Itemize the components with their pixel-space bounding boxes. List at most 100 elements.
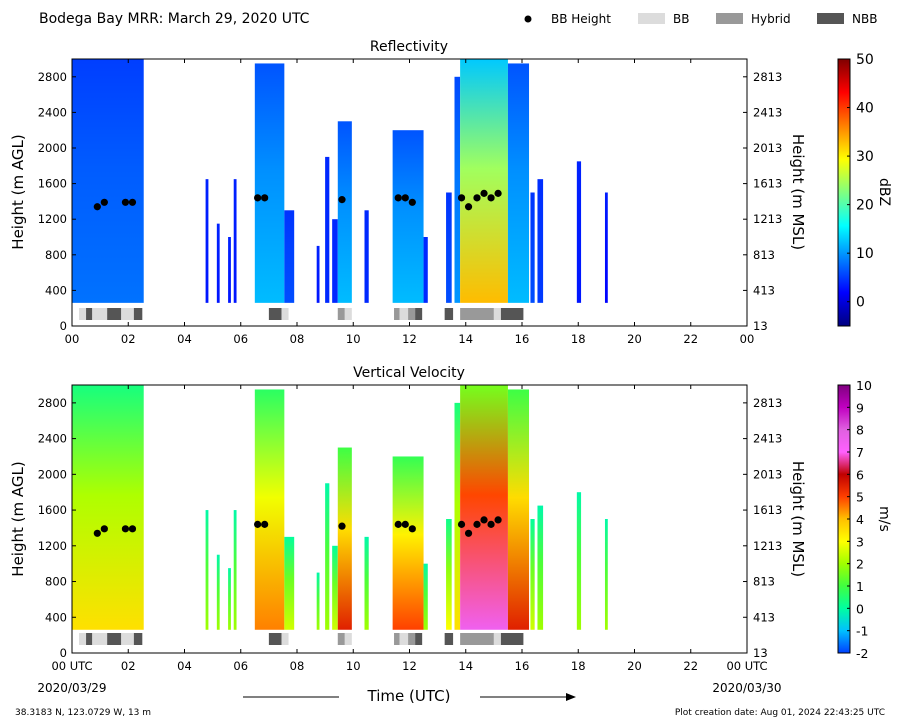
bb-height-point xyxy=(408,525,416,533)
echo-column xyxy=(423,563,428,630)
rain-type-segment xyxy=(444,308,454,320)
echo-column xyxy=(392,456,424,630)
vertical-velocity-echoes xyxy=(72,385,608,630)
rain-type-segment xyxy=(415,633,423,645)
vertical-velocity-bb-height-points xyxy=(93,516,502,537)
bb-height-point xyxy=(480,189,488,197)
bb-height-point xyxy=(93,529,101,537)
echo-column xyxy=(423,237,428,303)
rain-type-segment xyxy=(460,308,494,320)
x-tick-label: 18 xyxy=(571,659,586,673)
colorbar-tick-label: 1 xyxy=(856,579,864,594)
x-tick-label: 04 xyxy=(177,332,192,346)
x-tick-label: 06 xyxy=(233,332,248,346)
echo-column xyxy=(507,63,530,303)
echo-column xyxy=(325,156,330,303)
bb-height-point xyxy=(401,194,409,202)
y-tick-label-right: 413 xyxy=(753,283,775,297)
x-tick-label: 14 xyxy=(458,659,473,673)
legend-bb-label: BB xyxy=(673,12,689,26)
bb-height-point xyxy=(254,194,262,202)
echo-column xyxy=(446,519,452,630)
reflectivity-ylabel: Height (m AGL) xyxy=(9,134,27,249)
colorbar-tick-label: 4 xyxy=(856,512,864,527)
x-tick-label: 00 xyxy=(65,332,80,346)
y-tick-label: 2400 xyxy=(38,105,67,119)
colorbar-tick-label: 40 xyxy=(856,101,874,117)
bb-height-point xyxy=(338,522,346,530)
bb-height-point xyxy=(480,516,488,524)
echo-column xyxy=(254,389,285,630)
bb-height-point xyxy=(473,194,481,202)
rain-type-segment xyxy=(107,633,122,645)
rain-type-segment xyxy=(281,633,289,645)
echo-column xyxy=(325,483,330,630)
rain-type-segment xyxy=(394,308,400,320)
rain-type-segment xyxy=(460,633,494,645)
legend-nbb-swatch xyxy=(817,13,844,24)
y-tick-label-right: 413 xyxy=(753,610,775,624)
rain-type-segment xyxy=(344,633,352,645)
y-tick-label: 800 xyxy=(45,248,67,262)
echo-column xyxy=(537,179,544,303)
x-tick-label: 02 xyxy=(121,659,136,673)
echo-column xyxy=(316,572,320,630)
x-tick-label: 16 xyxy=(515,659,530,673)
y-tick-label-right: 2813 xyxy=(753,70,782,84)
y-tick-label-right: 813 xyxy=(753,248,775,262)
x-tick-label: 22 xyxy=(683,659,698,673)
rain-type-segment xyxy=(268,633,282,645)
vertical-velocity-ylabel-right: Height (m MSL) xyxy=(789,461,807,577)
echo-column xyxy=(233,179,237,303)
y-tick-label-right: 2813 xyxy=(753,396,782,410)
y-tick-label: 2800 xyxy=(38,70,67,84)
rain-type-segment xyxy=(268,308,282,320)
rain-type-segment xyxy=(92,633,108,645)
echo-column xyxy=(507,389,530,630)
bb-height-point xyxy=(464,529,473,537)
legend-nbb-label: NBB xyxy=(852,12,877,26)
echo-column xyxy=(233,510,237,630)
rain-type-segment xyxy=(415,308,423,320)
echo-column xyxy=(205,510,209,630)
reflectivity-panel: Reflectivity 00 02 04 06 08 10 12 14 16 18 20 22 000… xyxy=(9,39,892,346)
date-end-label: 2020/03/30 xyxy=(712,681,781,695)
rain-type-segment xyxy=(92,308,108,320)
colorbar-tick-label: 10 xyxy=(856,246,874,262)
vertical-velocity-ylabel: Height (m AGL) xyxy=(9,461,27,576)
reflectivity-title: Reflectivity xyxy=(370,39,448,55)
rain-type-segment xyxy=(493,308,501,320)
echo-column xyxy=(530,192,535,303)
x-tick-label: 02 xyxy=(121,332,136,346)
y-tick-label: 400 xyxy=(45,610,67,624)
time-arrow-head xyxy=(566,693,576,701)
echo-column xyxy=(332,219,338,303)
vertical-velocity-title: Vertical Velocity xyxy=(353,365,465,381)
echo-column xyxy=(576,492,582,630)
station-location: 38.3183 N, 123.0729 W, 13 m xyxy=(15,708,151,718)
y-tick-label-right: 2013 xyxy=(753,141,782,155)
figure-title: Bodega Bay MRR: March 29, 2020 UTC xyxy=(39,11,310,27)
x-tick-label: 08 xyxy=(290,659,305,673)
bb-height-point xyxy=(394,194,402,202)
y-tick-label: 1200 xyxy=(38,539,67,553)
echo-column xyxy=(254,63,285,303)
echo-column xyxy=(216,554,220,630)
colorbar-tick-label: 9 xyxy=(856,400,864,415)
vertical-velocity-colorbar: -2 -1 0 1 2 3 4 5 6 7 8 9 10 xyxy=(837,378,872,661)
rain-type-segment xyxy=(121,308,134,320)
echo-column xyxy=(337,447,352,630)
echo-column xyxy=(537,505,544,630)
rain-type-segment xyxy=(500,633,524,645)
y-tick-label: 400 xyxy=(45,283,67,297)
echo-column xyxy=(284,210,295,303)
bb-height-point xyxy=(487,520,495,528)
y-tick-label-right: 2413 xyxy=(753,432,782,446)
x-tick-label: 14 xyxy=(458,332,473,346)
echo-column xyxy=(72,385,144,630)
colorbar-tick-label: 8 xyxy=(856,423,864,438)
bb-height-point xyxy=(93,203,101,211)
bb-height-point xyxy=(121,198,130,206)
echo-column xyxy=(460,385,508,630)
